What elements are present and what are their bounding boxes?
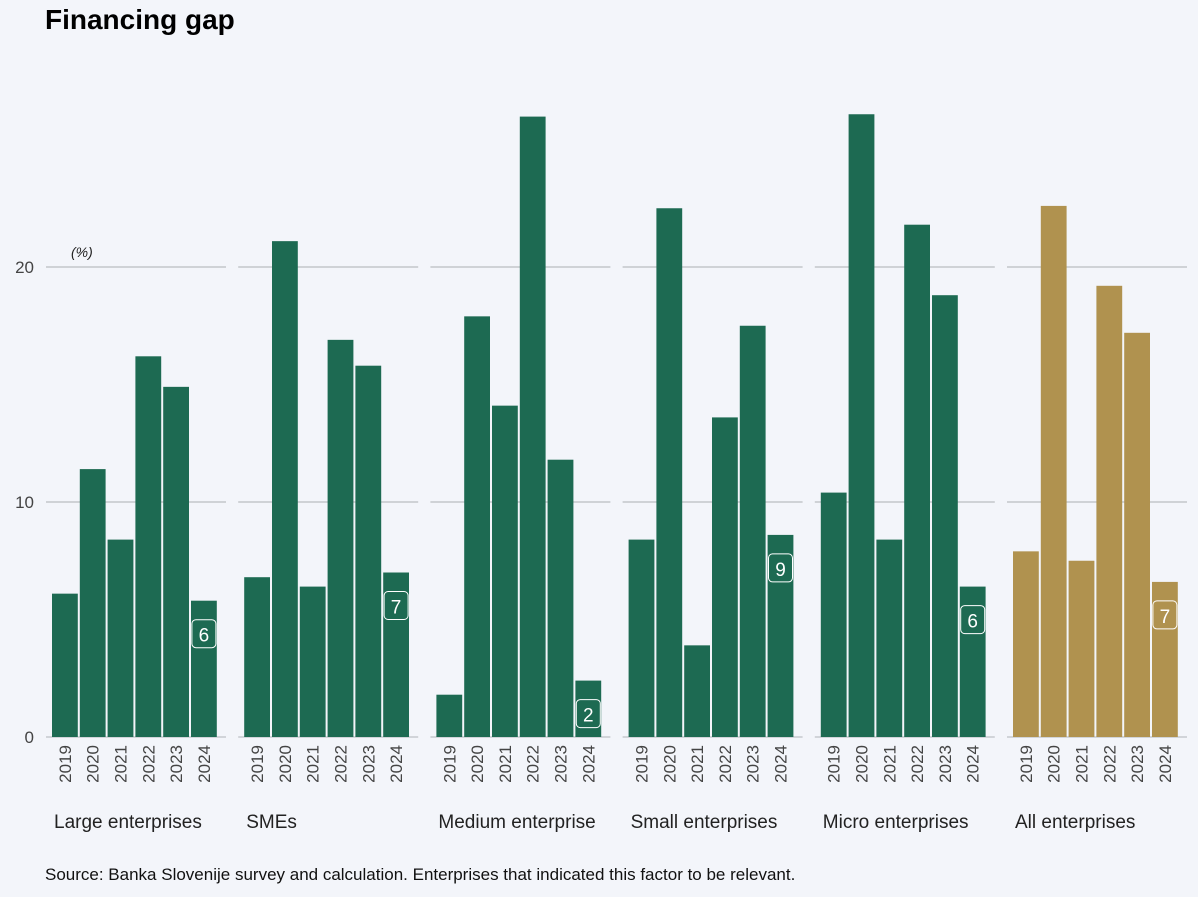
- bar: [904, 224, 930, 737]
- x-tick-label: 2023: [359, 745, 378, 783]
- bar: [244, 577, 270, 737]
- data-label: 7: [1160, 607, 1171, 628]
- x-tick-label: 2021: [112, 745, 131, 783]
- panel-label: SMEs: [246, 812, 297, 833]
- bar: [1068, 560, 1095, 737]
- x-tick-label: 2022: [716, 745, 735, 783]
- x-tick-label: 2021: [688, 745, 707, 783]
- x-tick-label: 2024: [1156, 745, 1175, 783]
- x-tick-label: 2022: [139, 745, 158, 783]
- data-label: 6: [199, 626, 210, 647]
- bar: [1096, 285, 1123, 737]
- data-label: 2: [583, 706, 594, 727]
- x-tick-label: 2022: [1100, 745, 1119, 783]
- x-tick-label: 2022: [332, 745, 351, 783]
- bar: [712, 417, 738, 737]
- bar: [327, 339, 354, 737]
- data-label-box: [575, 699, 601, 729]
- bar: [820, 492, 847, 737]
- unit-label: (%): [71, 244, 93, 260]
- bar: [163, 386, 189, 737]
- data-label-box: [768, 553, 793, 583]
- data-label: 7: [391, 598, 402, 619]
- x-tick-label: 2023: [1128, 745, 1147, 783]
- x-tick-label: 2024: [195, 745, 214, 783]
- x-tick-label: 2021: [880, 745, 899, 783]
- panel-label: Micro enterprises: [823, 812, 969, 833]
- source-note: Source: Banka Slovenije survey and calcu…: [45, 865, 796, 884]
- x-tick-label: 2020: [84, 745, 103, 783]
- bar: [684, 645, 710, 737]
- bar: [135, 356, 162, 737]
- x-tick-label: 2019: [1017, 745, 1036, 783]
- bar: [848, 114, 875, 737]
- panel-label: Medium enterprise: [438, 812, 595, 833]
- data-label: 9: [775, 560, 786, 581]
- x-tick-label: 2020: [276, 745, 295, 783]
- bar: [272, 241, 298, 737]
- bar: [932, 295, 958, 737]
- x-tick-label: 2023: [744, 745, 763, 783]
- bar: [492, 405, 518, 737]
- x-tick-label: 2022: [908, 745, 927, 783]
- y-tick-label: 20: [15, 258, 34, 277]
- bar: [52, 593, 78, 737]
- bar: [519, 116, 546, 738]
- data-label-box: [960, 605, 986, 635]
- y-tick-label: 0: [25, 728, 34, 747]
- x-tick-label: 2023: [552, 745, 571, 783]
- bar: [628, 539, 655, 737]
- x-tick-label: 2021: [496, 745, 515, 783]
- x-tick-label: 2021: [1073, 745, 1092, 783]
- x-tick-label: 2021: [304, 745, 323, 783]
- x-tick-label: 2019: [248, 745, 267, 783]
- x-tick-label: 2019: [440, 745, 459, 783]
- bar: [355, 365, 382, 737]
- bar: [79, 469, 106, 737]
- x-tick-label: 2020: [1045, 745, 1064, 783]
- bar: [739, 325, 766, 737]
- x-tick-label: 2019: [56, 745, 75, 783]
- x-tick-label: 2023: [936, 745, 955, 783]
- bar: [299, 586, 326, 737]
- x-tick-label: 2020: [853, 745, 872, 783]
- data-label-box: [383, 591, 409, 620]
- bar: [107, 539, 134, 737]
- panel-label: Large enterprises: [54, 812, 202, 833]
- bar: [1040, 205, 1067, 737]
- chart-title: Financing gap: [45, 4, 235, 35]
- x-tick-label: 2024: [579, 745, 598, 783]
- bar: [876, 539, 903, 737]
- x-tick-label: 2024: [772, 745, 791, 783]
- data-label-box: [1152, 600, 1178, 630]
- panel-label: All enterprises: [1015, 812, 1135, 833]
- x-tick-label: 2020: [468, 745, 487, 783]
- bar: [656, 208, 683, 737]
- x-tick-label: 2019: [825, 745, 844, 783]
- x-tick-label: 2020: [660, 745, 679, 783]
- x-tick-label: 2023: [167, 745, 186, 783]
- panel-label: Small enterprises: [631, 812, 778, 833]
- data-label: 6: [967, 612, 978, 633]
- x-tick-label: 2022: [524, 745, 543, 783]
- data-label-box: [191, 619, 217, 649]
- x-tick-label: 2024: [964, 745, 983, 783]
- x-tick-label: 2024: [387, 745, 406, 783]
- bar: [436, 694, 463, 737]
- bar: [1013, 551, 1039, 737]
- bar: [1124, 332, 1150, 737]
- y-tick-label: 10: [15, 493, 34, 512]
- bar: [464, 316, 490, 737]
- x-tick-label: 2019: [633, 745, 652, 783]
- bar: [547, 459, 574, 737]
